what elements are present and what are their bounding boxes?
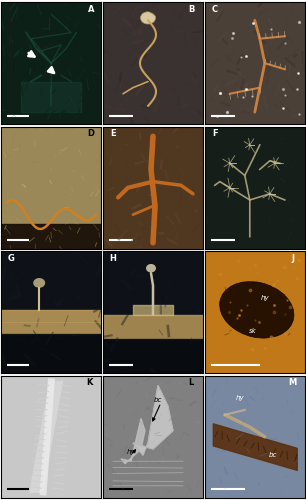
Text: E: E bbox=[110, 130, 116, 138]
Text: hy: hy bbox=[127, 448, 135, 454]
Ellipse shape bbox=[33, 278, 45, 288]
Ellipse shape bbox=[146, 264, 156, 272]
Text: J: J bbox=[291, 254, 294, 263]
Text: F: F bbox=[212, 130, 218, 138]
Text: B: B bbox=[188, 5, 194, 14]
Text: L: L bbox=[188, 378, 194, 388]
Ellipse shape bbox=[220, 282, 294, 338]
Polygon shape bbox=[121, 418, 145, 464]
Ellipse shape bbox=[140, 12, 155, 24]
Polygon shape bbox=[133, 386, 173, 455]
Text: A: A bbox=[88, 5, 95, 14]
Text: K: K bbox=[86, 378, 92, 388]
Text: sk: sk bbox=[249, 328, 257, 334]
Text: hy: hy bbox=[260, 294, 269, 300]
Text: bc: bc bbox=[154, 397, 162, 403]
Text: bc: bc bbox=[269, 452, 277, 458]
Text: D: D bbox=[88, 130, 95, 138]
Text: M: M bbox=[289, 378, 297, 388]
Text: H: H bbox=[110, 254, 117, 263]
Text: C: C bbox=[212, 5, 218, 14]
Text: hy: hy bbox=[236, 394, 244, 400]
Text: G: G bbox=[8, 254, 15, 263]
